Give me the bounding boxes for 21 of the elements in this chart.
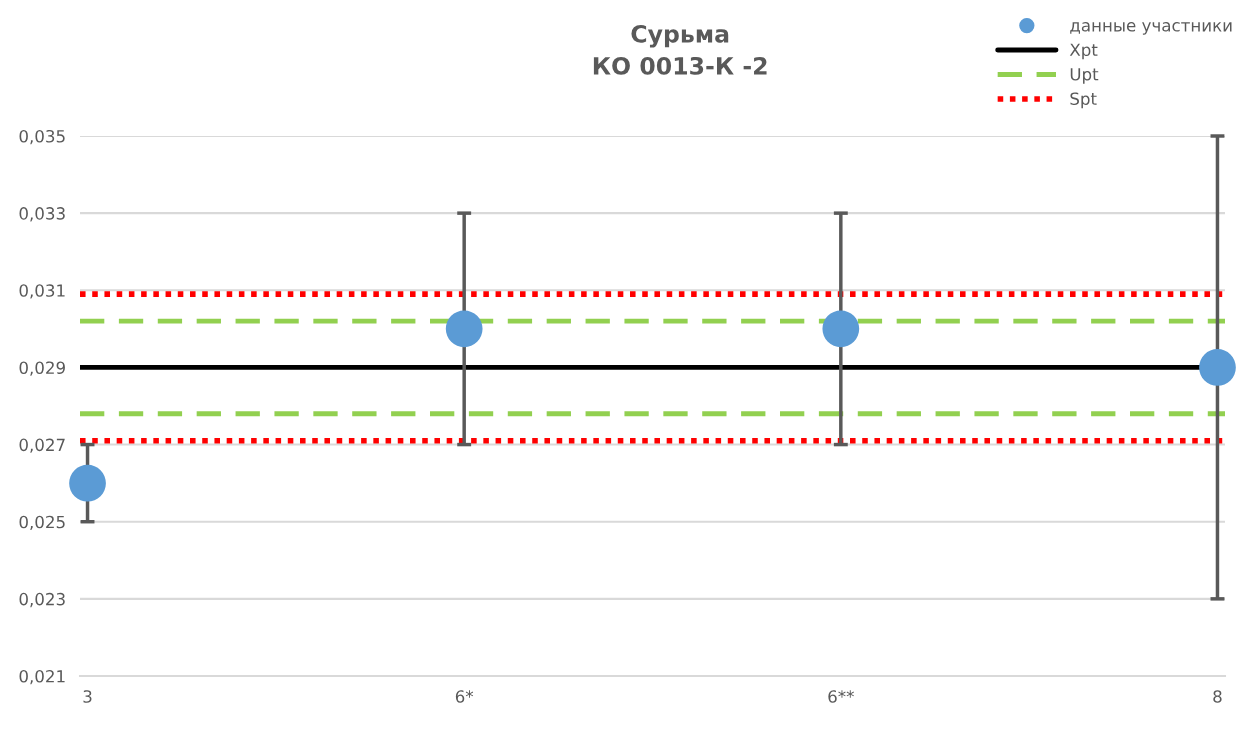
point xyxy=(1199,349,1236,386)
point xyxy=(822,310,860,348)
x-tick-label: 8 xyxy=(1213,690,1222,703)
y-tick-label: 0,029 xyxy=(19,361,65,376)
y-tick-label: 0,035 xyxy=(19,129,65,145)
y-tick-label: 0,025 xyxy=(19,515,65,530)
y-tick-label: 0,027 xyxy=(19,438,65,453)
y-tick-label: 0,023 xyxy=(19,592,65,608)
x-tick-label: 3 xyxy=(83,690,92,703)
legend-label: Upt xyxy=(1070,68,1099,84)
legend-label: Spt xyxy=(1070,92,1097,109)
point xyxy=(69,464,106,502)
x-tick-label: 6** xyxy=(828,690,854,703)
y-tick-label: 0,021 xyxy=(19,669,65,685)
point xyxy=(445,310,483,348)
x-tick-label: 6* xyxy=(455,690,474,703)
legend-label: Xpt xyxy=(1069,43,1098,60)
legend-label: данные участники xyxy=(1070,22,1232,35)
chart-title: Сурьма КО 0013-К -2 xyxy=(593,24,767,75)
y-tick-label: 0,031 xyxy=(19,284,65,299)
y-tick-label: 0,033 xyxy=(19,207,65,222)
